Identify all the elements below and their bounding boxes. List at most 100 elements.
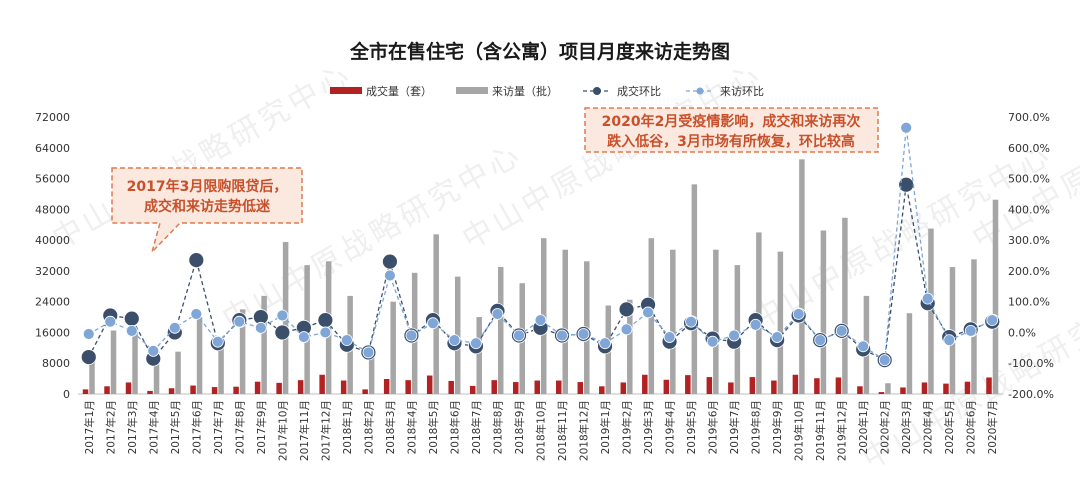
x-tick-label: 2017年2月 — [104, 400, 117, 454]
y-left-tick-label: 56000 — [35, 173, 70, 186]
bar-deals — [212, 387, 218, 394]
x-tick-label: 2017年9月 — [255, 400, 268, 454]
bar-deals — [405, 380, 411, 394]
bar-deals — [922, 382, 928, 394]
bar-deals — [535, 381, 541, 394]
bar-deals — [685, 375, 691, 394]
bar-deals — [362, 389, 368, 394]
annotation-callout-2017: 2017年3月限购限贷后， 成交和来访走势低迷 — [112, 168, 302, 252]
y-left-tick-label: 0 — [63, 388, 70, 401]
point-visits-mom — [922, 293, 933, 304]
bar-deals — [986, 377, 992, 394]
point-visits-mom — [83, 328, 94, 339]
annotation-callout-2020: 2020年2月受疫情影响，成交和来访再次 跌入低谷，3月市场有所恢复，环比较高 — [585, 108, 878, 152]
x-tick-label: 2019年1月 — [599, 400, 612, 454]
y-left-tick-label: 32000 — [35, 265, 70, 278]
legend-item: 来访量（批） — [456, 84, 558, 98]
point-visits-mom — [578, 328, 589, 339]
bar-deals — [728, 382, 734, 394]
point-visits-mom — [492, 308, 503, 319]
bar-visits — [907, 313, 913, 394]
chart-title: 全市在售住宅（含公寓）项目月度来访走势图 — [349, 40, 730, 63]
point-visits-mom — [255, 322, 266, 333]
point-visits-mom — [105, 316, 116, 327]
annotation-line: 跌入低谷，3月市场有所恢复，环比较高 — [607, 133, 855, 150]
point-visits-mom — [707, 336, 718, 347]
point-visits-mom — [729, 330, 740, 341]
x-tick-label: 2020年4月 — [922, 400, 935, 454]
point-visits-mom — [320, 327, 331, 338]
x-tick-label: 2019年5月 — [685, 400, 698, 454]
point-visits-mom — [750, 319, 761, 330]
point-visits-mom — [815, 335, 826, 346]
point-visits-mom — [901, 122, 912, 133]
bar-deals — [750, 377, 756, 394]
point-visits-mom — [169, 322, 180, 333]
point-visits-mom — [535, 315, 546, 326]
y-left-tick-label: 8000 — [42, 357, 70, 370]
bar-deals — [599, 386, 605, 394]
point-visits-mom — [126, 325, 137, 336]
bar-visits — [692, 184, 698, 394]
legend-swatch-marker — [697, 88, 704, 95]
x-tick-label: 2020年7月 — [986, 400, 999, 454]
x-tick-label: 2019年3月 — [642, 400, 655, 454]
y-right-tick-label: 0.0% — [1008, 326, 1036, 339]
x-tick-label: 2018年7月 — [470, 400, 483, 454]
bar-deals — [578, 382, 584, 394]
bar-deals — [298, 380, 304, 394]
x-tick-label: 2017年11月 — [298, 400, 311, 461]
bar-visits — [842, 218, 848, 394]
point-deals-mom — [189, 253, 204, 268]
legend-swatch — [330, 87, 362, 94]
bar-deals — [664, 380, 670, 394]
x-tick-label: 2017年10月 — [276, 400, 289, 461]
bar-deals — [879, 392, 885, 394]
bar-visits — [563, 250, 569, 394]
bar-deals — [965, 382, 971, 394]
x-tick-label: 2017年1月 — [83, 400, 96, 454]
watermark-text: 中山中原战略研究中心 — [47, 57, 359, 257]
x-tick-label: 2019年12月 — [836, 400, 849, 461]
bar-deals — [104, 386, 110, 394]
x-tick-label: 2018年12月 — [578, 400, 591, 461]
bar-deals — [448, 381, 454, 394]
bar-deals — [255, 382, 260, 394]
bar-deals — [556, 381, 562, 394]
bar-deals — [513, 382, 519, 394]
x-tick-label: 2019年10月 — [793, 400, 806, 461]
y-right-tick-label: 500.0% — [1008, 173, 1050, 186]
point-visits-mom — [148, 345, 159, 356]
point-deals-mom — [318, 313, 333, 328]
y-right-tick-label: 200.0% — [1008, 265, 1050, 278]
bar-deals — [771, 381, 777, 394]
point-visits-mom — [621, 324, 632, 335]
x-tick-label: 2018年8月 — [491, 400, 504, 454]
x-tick-label: 2017年4月 — [147, 400, 160, 454]
point-visits-mom — [987, 315, 998, 326]
x-tick-label: 2018年2月 — [362, 400, 375, 454]
bar-deals — [126, 382, 132, 394]
y-left-tick-label: 72000 — [35, 111, 70, 124]
annotation-line: 成交和来访走势低迷 — [144, 198, 271, 215]
point-visits-mom — [944, 335, 955, 346]
x-tick-label: 2019年7月 — [728, 400, 741, 454]
x-tick-label: 2018年9月 — [513, 400, 526, 454]
x-tick-label: 2018年6月 — [448, 400, 461, 454]
legend-swatch — [456, 87, 488, 94]
x-tick-label: 2020年3月 — [900, 400, 913, 454]
y-right-tick-label: 600.0% — [1008, 142, 1050, 155]
bar-deals — [319, 375, 325, 394]
x-tick-label: 2017年5月 — [169, 400, 182, 454]
point-deals-mom — [382, 254, 397, 269]
y-right-tick-label: 700.0% — [1008, 111, 1050, 124]
point-visits-mom — [384, 270, 395, 281]
x-tick-label: 2020年6月 — [965, 400, 978, 454]
x-tick-label: 2019年2月 — [621, 400, 634, 454]
point-visits-mom — [234, 316, 245, 327]
bar-visits — [735, 265, 741, 394]
x-tick-label: 2017年7月 — [212, 400, 225, 454]
bar-deals — [836, 377, 842, 394]
x-tick-label: 2017年12月 — [319, 400, 332, 461]
